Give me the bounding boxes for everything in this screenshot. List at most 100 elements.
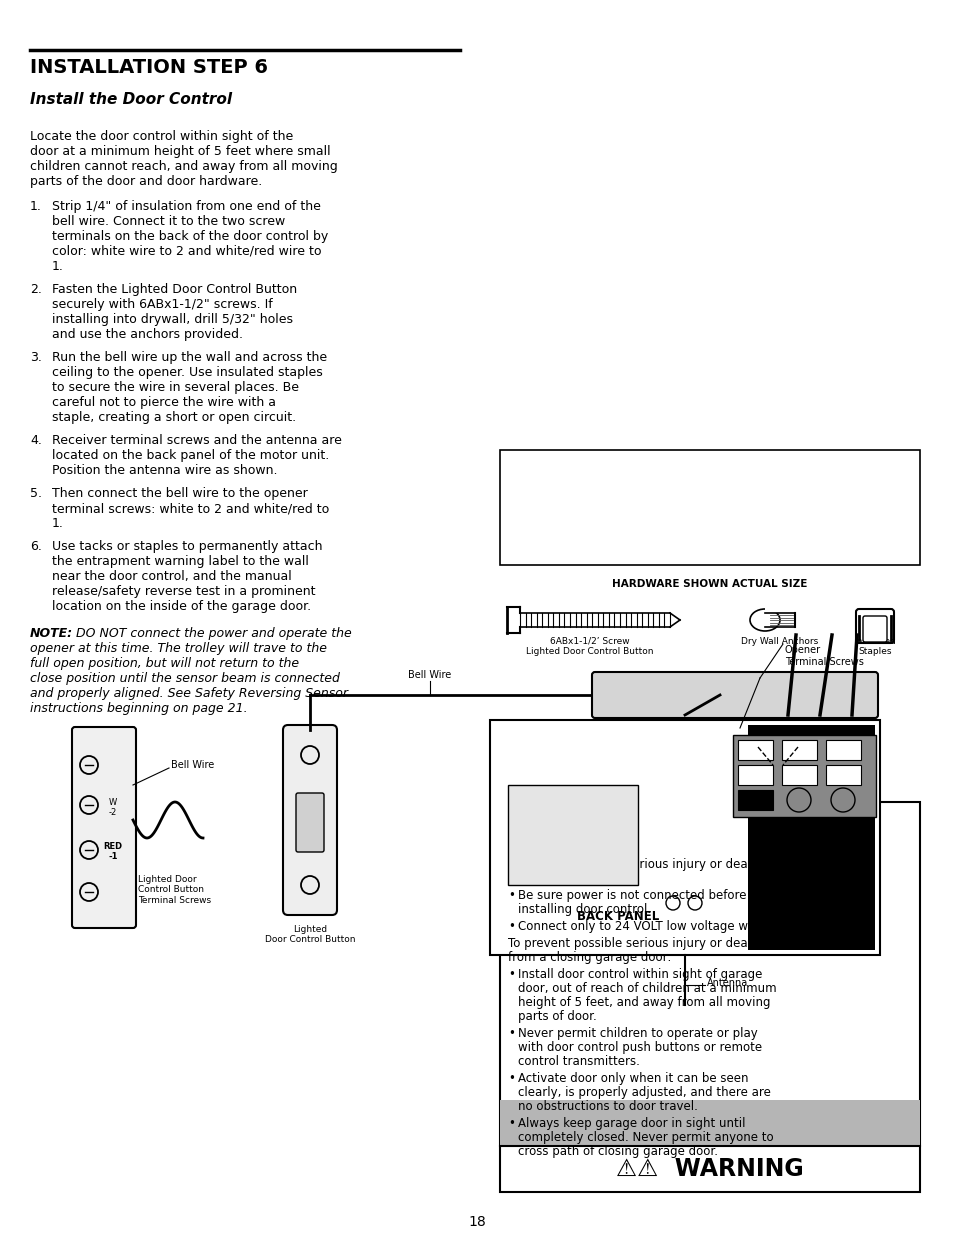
Text: 2.: 2. xyxy=(30,283,42,296)
Text: RED
-1: RED -1 xyxy=(103,842,122,861)
Text: installing into drywall, drill 5/32" holes: installing into drywall, drill 5/32" hol… xyxy=(52,312,293,326)
Text: opener at this time. The trolley will trave to the: opener at this time. The trolley will tr… xyxy=(30,642,327,655)
Bar xyxy=(738,790,772,810)
Text: Install door control within sight of garage: Install door control within sight of gar… xyxy=(517,968,761,981)
Text: •: • xyxy=(507,920,515,932)
Text: DO NOT connect the power and operate the: DO NOT connect the power and operate the xyxy=(76,627,352,640)
Text: Be sure power is not connected before: Be sure power is not connected before xyxy=(517,889,745,902)
Text: close position until the sensor beam is connected: close position until the sensor beam is … xyxy=(30,672,339,685)
Text: cross path of closing garage door.: cross path of closing garage door. xyxy=(517,1145,718,1158)
Bar xyxy=(781,764,816,785)
Text: W
-2: W -2 xyxy=(109,798,117,818)
Text: door, out of reach of children at a minimum: door, out of reach of children at a mini… xyxy=(517,982,776,995)
Bar xyxy=(747,725,874,950)
Text: height of 5 feet, and away from all moving: height of 5 feet, and away from all movi… xyxy=(517,995,770,1009)
Text: Lighted Door
Control Button
Terminal Screws: Lighted Door Control Button Terminal Scr… xyxy=(138,876,211,905)
Text: from electrocution:: from electrocution: xyxy=(507,872,620,885)
Text: NOTE:: NOTE: xyxy=(30,627,73,640)
Bar xyxy=(507,785,638,885)
Text: the entrapment warning label to the wall: the entrapment warning label to the wall xyxy=(52,555,309,568)
Text: located on the back panel of the motor unit.: located on the back panel of the motor u… xyxy=(52,450,329,462)
Bar xyxy=(764,599,794,613)
Text: Bell Wire: Bell Wire xyxy=(408,671,451,680)
Text: and properly aligned. See Safety Reversing Sensor: and properly aligned. See Safety Reversi… xyxy=(30,687,348,700)
Text: full open position, but will not return to the: full open position, but will not return … xyxy=(30,657,299,671)
Text: Always keep garage door in sight until: Always keep garage door in sight until xyxy=(517,1116,744,1130)
Text: color: white wire to 2 and white/red wire to: color: white wire to 2 and white/red wir… xyxy=(52,245,321,258)
Bar xyxy=(490,720,879,955)
FancyBboxPatch shape xyxy=(862,616,886,642)
Bar xyxy=(499,450,919,564)
Text: Bell Wire: Bell Wire xyxy=(171,760,214,769)
Bar xyxy=(738,740,772,760)
Text: Never permit children to operate or play: Never permit children to operate or play xyxy=(517,1028,757,1040)
Text: Connect only to 24 VOLT low voltage wires.: Connect only to 24 VOLT low voltage wire… xyxy=(517,920,773,932)
Text: HARDWARE SHOWN ACTUAL SIZE: HARDWARE SHOWN ACTUAL SIZE xyxy=(612,579,807,589)
Text: no obstructions to door travel.: no obstructions to door travel. xyxy=(517,1100,698,1113)
Bar xyxy=(738,764,772,785)
Text: ceiling to the opener. Use insulated staples: ceiling to the opener. Use insulated sta… xyxy=(52,366,322,379)
FancyBboxPatch shape xyxy=(71,727,136,927)
Text: ⚠⚠  WARNING: ⚠⚠ WARNING xyxy=(616,1157,803,1181)
Text: •: • xyxy=(507,1072,515,1086)
FancyBboxPatch shape xyxy=(283,725,336,915)
Text: children cannot reach, and away from all moving: children cannot reach, and away from all… xyxy=(30,161,337,173)
Text: Insulated
Staples: Insulated Staples xyxy=(853,637,895,656)
FancyBboxPatch shape xyxy=(855,609,893,643)
Text: clearly, is properly adjusted, and there are: clearly, is properly adjusted, and there… xyxy=(517,1086,770,1099)
Text: door at a minimum height of 5 feet where small: door at a minimum height of 5 feet where… xyxy=(30,144,331,158)
Text: securely with 6ABx1-1/2" screws. If: securely with 6ABx1-1/2" screws. If xyxy=(52,298,273,311)
Text: INSTALLATION STEP 6: INSTALLATION STEP 6 xyxy=(30,58,268,77)
Text: Use tacks or staples to permanently attach: Use tacks or staples to permanently atta… xyxy=(52,540,322,553)
Text: 4.: 4. xyxy=(30,433,42,447)
Text: Receiver terminal screws and the antenna are: Receiver terminal screws and the antenna… xyxy=(52,433,341,447)
Text: Lighted
Door Control Button: Lighted Door Control Button xyxy=(265,925,355,945)
Text: Antenna: Antenna xyxy=(706,978,747,988)
Text: Then connect the bell wire to the opener: Then connect the bell wire to the opener xyxy=(52,487,308,500)
Text: BACK PANEL: BACK PANEL xyxy=(577,910,659,924)
FancyBboxPatch shape xyxy=(592,672,877,718)
Text: 1.: 1. xyxy=(30,200,42,212)
Text: 1.: 1. xyxy=(52,517,64,530)
Text: Locate the door control within sight of the: Locate the door control within sight of … xyxy=(30,130,293,143)
Text: Run the bell wire up the wall and across the: Run the bell wire up the wall and across… xyxy=(52,351,327,364)
Text: terminals on the back of the door control by: terminals on the back of the door contro… xyxy=(52,230,328,243)
Text: Install the Door Control: Install the Door Control xyxy=(30,91,232,107)
Text: 3.: 3. xyxy=(30,351,42,364)
Text: •: • xyxy=(507,889,515,902)
Text: and use the anchors provided.: and use the anchors provided. xyxy=(52,329,243,341)
Bar xyxy=(825,764,861,785)
Text: location on the inside of the garage door.: location on the inside of the garage doo… xyxy=(52,600,311,613)
Text: release/safety reverse test in a prominent: release/safety reverse test in a promine… xyxy=(52,585,315,598)
Bar xyxy=(499,1100,919,1146)
Bar xyxy=(781,740,816,760)
Text: 18: 18 xyxy=(468,1215,485,1229)
Text: parts of the door and door hardware.: parts of the door and door hardware. xyxy=(30,175,262,188)
Text: To prevent possible serious injury or death: To prevent possible serious injury or de… xyxy=(507,937,760,950)
Text: 5.: 5. xyxy=(30,487,42,500)
Text: parts of door.: parts of door. xyxy=(517,1010,597,1023)
Text: with door control push buttons or remote: with door control push buttons or remote xyxy=(517,1041,761,1053)
FancyBboxPatch shape xyxy=(295,793,324,852)
Text: •: • xyxy=(507,968,515,981)
Ellipse shape xyxy=(749,609,780,631)
Text: To prevent possible serious injury or death: To prevent possible serious injury or de… xyxy=(507,858,760,871)
Text: from a closing garage door:: from a closing garage door: xyxy=(507,951,671,965)
Text: careful not to pierce the wire with a: careful not to pierce the wire with a xyxy=(52,396,275,409)
Text: •: • xyxy=(507,1116,515,1130)
Text: completely closed. Never permit anyone to: completely closed. Never permit anyone t… xyxy=(517,1131,773,1144)
Bar xyxy=(825,740,861,760)
Text: 6ABx1-1/2’ Screw
Lighted Door Control Button: 6ABx1-1/2’ Screw Lighted Door Control Bu… xyxy=(526,637,653,656)
Text: Activate door only when it can be seen: Activate door only when it can be seen xyxy=(517,1072,748,1086)
Text: terminal screws: white to 2 and white/red to: terminal screws: white to 2 and white/re… xyxy=(52,501,329,515)
Text: bell wire. Connect it to the two screw: bell wire. Connect it to the two screw xyxy=(52,215,285,228)
Text: installing door control.: installing door control. xyxy=(517,903,651,916)
Text: Dry Wall Anchors: Dry Wall Anchors xyxy=(740,637,818,646)
Text: to secure the wire in several places. Be: to secure the wire in several places. Be xyxy=(52,382,298,394)
Text: 1.: 1. xyxy=(52,261,64,273)
Text: instructions beginning on page 21.: instructions beginning on page 21. xyxy=(30,701,248,715)
Bar xyxy=(732,735,875,818)
Text: Strip 1/4" of insulation from one end of the: Strip 1/4" of insulation from one end of… xyxy=(52,200,320,212)
Text: control transmitters.: control transmitters. xyxy=(517,1055,639,1068)
Text: staple, creating a short or open circuit.: staple, creating a short or open circuit… xyxy=(52,411,295,424)
